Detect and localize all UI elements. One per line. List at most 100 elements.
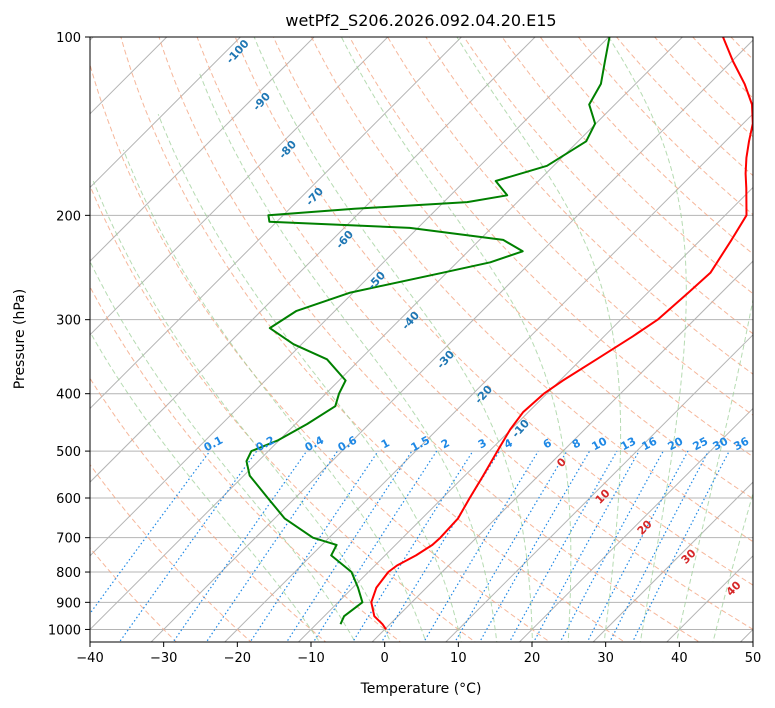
isotherm-line <box>90 37 610 557</box>
dry-adiabat-line <box>387 37 753 416</box>
mixing-ratio-label: 8 <box>570 436 583 451</box>
dry-adiabat-line <box>90 547 178 642</box>
mixing-ratio-label: 25 <box>691 435 711 454</box>
mixing-ratio-line <box>205 450 338 642</box>
dry-adiabat-line <box>120 37 626 642</box>
dry-adiabat-label: -30 <box>434 348 457 372</box>
isotherm-line <box>90 37 242 189</box>
x-tick-label: 40 <box>671 651 688 666</box>
moist-adiabat-line <box>90 330 321 642</box>
dry-adiabat-line <box>90 184 476 642</box>
mixing-ratio-label: 16 <box>640 434 660 453</box>
y-tick-label: 200 <box>56 209 81 224</box>
x-tick-label: −10 <box>297 651 324 666</box>
isotherm-line <box>224 113 753 642</box>
mixing-ratio-line <box>312 450 438 642</box>
moist-adiabat-line <box>712 491 753 642</box>
mixing-ratio-line <box>586 450 689 642</box>
temperature-profile-line <box>370 37 753 630</box>
mixing-ratio-label: 10 <box>590 434 610 453</box>
dewpoint-profile-line <box>245 37 611 625</box>
mixing-ratio-line <box>249 450 379 642</box>
y-tick-label: 800 <box>56 566 81 581</box>
mixing-ratio-label: 36 <box>732 434 752 453</box>
moist-adiabat-line <box>456 37 622 642</box>
mixing-ratio-line <box>172 450 308 642</box>
isotherm-line <box>445 334 753 642</box>
y-tick-label: 400 <box>56 388 81 403</box>
isotherm-line <box>592 481 753 642</box>
chart-title: wetPf2_S206.2026.092.04.20.E15 <box>285 11 556 31</box>
y-axis-label: Pressure (hPa) <box>12 289 28 389</box>
moist-adiabat-line <box>340 37 572 642</box>
mixing-ratio-line <box>479 450 591 642</box>
moist-adiabat-label: 20 <box>635 517 655 537</box>
mixing-ratio-label: 6 <box>541 436 554 451</box>
dry-adiabat-line <box>90 463 252 642</box>
x-tick-label: 20 <box>524 651 541 666</box>
isotherm-line <box>150 39 753 642</box>
mixing-ratio-label: 1 <box>379 436 392 451</box>
dry-adiabat-line <box>196 37 753 631</box>
moist-adiabat-line <box>253 37 533 642</box>
dry-adiabat-line <box>501 37 753 295</box>
mixing-ratio-label: 3 <box>476 436 489 451</box>
dry-adiabat-label: -60 <box>333 228 356 252</box>
mixing-ratio-line <box>454 450 568 642</box>
dry-adiabat-line <box>272 37 753 543</box>
dry-adiabat-label: -90 <box>250 90 273 114</box>
dry-adiabat-line <box>743 11 775 654</box>
x-tick-label: 30 <box>597 651 614 666</box>
mixing-ratio-line <box>423 450 539 642</box>
moist-adiabat-line <box>90 260 356 642</box>
plot-frame <box>89 36 754 643</box>
mixing-ratio-line <box>380 450 501 642</box>
dry-adiabat-line <box>234 37 753 586</box>
isotherm-line <box>90 37 463 410</box>
y-tick-label: 700 <box>56 532 81 547</box>
x-tick-label: −20 <box>224 651 251 666</box>
moist-adiabat-label: 30 <box>679 546 699 566</box>
y-tick-label: 600 <box>56 492 81 507</box>
mixing-ratio-line <box>533 450 640 642</box>
moist-adiabat-line <box>198 72 498 642</box>
isotherm-line <box>90 37 389 336</box>
x-tick-label: −40 <box>76 651 103 666</box>
mixing-ratio-label: 20 <box>666 434 686 453</box>
x-tick-label: −30 <box>150 651 177 666</box>
y-axis-ticks: 100 200 300 400 500 600 700 800 900 1000 <box>48 31 90 638</box>
dry-adiabat-line <box>463 37 753 335</box>
isotherm-line <box>90 37 684 631</box>
moist-adiabat-line <box>608 37 687 642</box>
mixing-ratio-line <box>631 450 730 642</box>
dry-adiabat-line <box>349 37 753 458</box>
dry-adiabat-line <box>158 37 701 642</box>
y-tick-label: 1000 <box>48 623 81 638</box>
moist-adiabat-label: 10 <box>593 486 613 506</box>
y-tick-label: 100 <box>56 31 81 46</box>
isotherm-line <box>90 37 168 115</box>
dry-adiabat-line <box>539 37 753 255</box>
x-tick-label: 50 <box>745 651 762 666</box>
profile-lines <box>245 37 753 630</box>
dry-adiabat-label: -20 <box>472 383 495 407</box>
dry-adiabat-label: -70 <box>303 185 326 209</box>
mixing-ratio-line <box>352 450 474 642</box>
isotherm-line <box>90 37 536 483</box>
mixing-ratio-line <box>118 450 258 642</box>
x-tick-label: 10 <box>450 651 467 666</box>
dry-adiabat-line <box>90 62 551 642</box>
mixing-ratio-label: 4 <box>502 436 515 451</box>
moist-adiabat-label: 0 <box>554 455 569 470</box>
mixing-ratio-label: 13 <box>619 435 639 454</box>
y-tick-label: 900 <box>56 596 81 611</box>
dry-adiabat-line <box>730 37 753 61</box>
mixing-ratio-line <box>285 450 413 642</box>
mixing-ratio-label: 30 <box>711 434 731 453</box>
dry-adiabat-line <box>653 37 753 138</box>
y-tick-label: 300 <box>56 314 81 329</box>
x-axis-ticks: −40 −30 −20 −10 0 10 20 30 40 50 <box>76 642 761 666</box>
moist-adiabat-line <box>122 149 427 642</box>
isotherm-line <box>297 186 753 642</box>
dry-adiabat-label: -10 <box>509 417 532 441</box>
